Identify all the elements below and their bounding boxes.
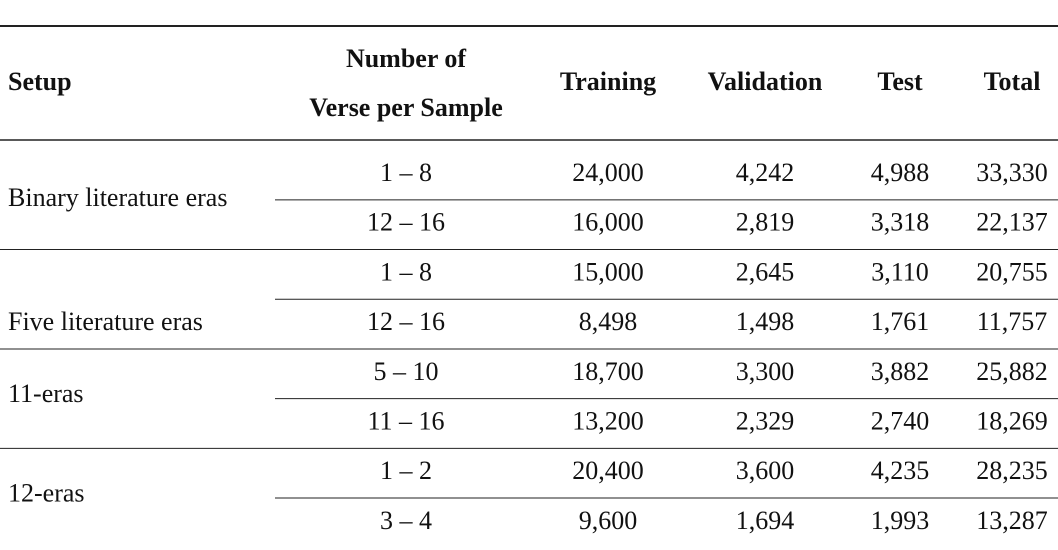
header-cell: Number of — [346, 44, 466, 73]
cell: 18,269 — [976, 406, 1048, 435]
cell: 2,740 — [871, 406, 930, 435]
cell: 11,757 — [977, 307, 1048, 336]
cell: 2,329 — [736, 406, 795, 435]
cell: 3 – 4 — [380, 506, 432, 535]
cell: 33,330 — [976, 158, 1048, 187]
cell: 5 – 10 — [374, 357, 439, 386]
cell: 1,761 — [871, 307, 930, 336]
header-cell: Training — [560, 67, 656, 96]
cell: 1 – 8 — [380, 158, 432, 187]
cell: 18,700 — [572, 357, 644, 386]
group-label: 11-eras — [8, 379, 84, 408]
cell: 4,242 — [736, 158, 795, 187]
group-label: Five literature eras — [8, 307, 203, 336]
cell: 12 – 16 — [367, 307, 445, 336]
cell: 3,110 — [871, 257, 929, 286]
cell: 3,318 — [871, 208, 930, 237]
cell: 2,645 — [736, 257, 795, 286]
cell: 25,882 — [976, 357, 1048, 386]
cell: 9,600 — [579, 506, 638, 535]
cell: 1,993 — [871, 506, 930, 535]
cell: 28,235 — [976, 456, 1048, 485]
cell: 20,755 — [976, 257, 1048, 286]
header-cell: Test — [877, 67, 923, 96]
cell: 4,235 — [871, 456, 930, 485]
header-cell: Setup — [8, 67, 72, 96]
header-cell: Total — [984, 67, 1041, 96]
cell: 11 – 16 — [367, 406, 444, 435]
cell: 1 – 8 — [380, 257, 432, 286]
cell: 13,200 — [572, 406, 644, 435]
cell: 4,988 — [871, 158, 930, 187]
cell: 16,000 — [572, 208, 644, 237]
cell: 8,498 — [579, 307, 638, 336]
cell: 1,694 — [736, 506, 795, 535]
cell: 24,000 — [572, 158, 644, 187]
cell: 3,600 — [736, 456, 795, 485]
cell: 1 – 2 — [380, 456, 432, 485]
header-cell: Validation — [708, 67, 823, 96]
group-label: Binary literature eras — [8, 183, 227, 212]
cell: 12 – 16 — [367, 208, 445, 237]
cell: 1,498 — [736, 307, 795, 336]
cell: 15,000 — [572, 257, 644, 286]
group-label: 12-eras — [8, 479, 85, 508]
cell: 3,882 — [871, 357, 930, 386]
header-cell: Verse per Sample — [309, 93, 503, 122]
cell: 2,819 — [736, 208, 795, 237]
cell: 13,287 — [976, 506, 1048, 535]
cell: 20,400 — [572, 456, 644, 485]
cell: 3,300 — [736, 357, 795, 386]
cell: 22,137 — [976, 208, 1048, 237]
